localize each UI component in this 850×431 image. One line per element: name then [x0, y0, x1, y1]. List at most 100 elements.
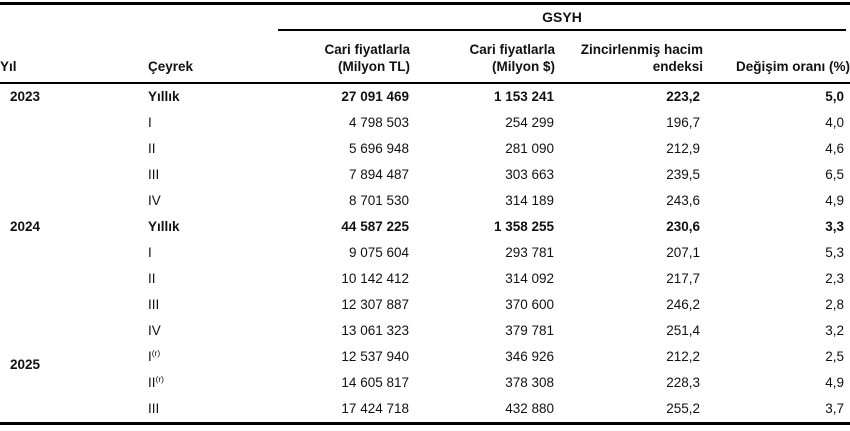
- quarter-label: III: [148, 297, 160, 313]
- quarter-cell: I(r): [148, 344, 278, 370]
- tl-value-cell: 17 424 718: [278, 396, 410, 425]
- tl-value-cell: 12 537 940: [341, 349, 409, 365]
- column-header-tl: Cari fiyatlarla (Milyon TL): [278, 31, 410, 84]
- index-value-cell: 217,7: [666, 271, 700, 287]
- revision-superscript: (r): [155, 374, 165, 385]
- group-header-cell: GSYH: [278, 4, 850, 31]
- tl-value-cell: 4 798 503: [348, 115, 409, 131]
- tl-value-cell: 10 142 412: [341, 271, 409, 287]
- tl-value-cell: 7 894 487: [348, 167, 409, 183]
- table-row: III 7 894 487 303 663 239,5 6,5: [0, 162, 850, 188]
- usd-value-cell: 379 781: [505, 323, 554, 339]
- year-cell: [0, 266, 148, 292]
- index-value-cell: 246,2: [666, 297, 700, 313]
- usd-value-cell: 378 308: [505, 375, 554, 391]
- table-row: 2024 Yıllık 44 587 225 1 358 255 230,6 3…: [0, 214, 850, 240]
- index-value-cell: 255,2: [555, 396, 703, 425]
- table-row: II 5 696 948 281 090 212,9 4,6: [0, 136, 850, 162]
- year-label: 2024: [10, 219, 41, 235]
- year-label: 2023: [10, 89, 41, 105]
- index-value-cell: 243,6: [666, 193, 700, 209]
- quarter-cell: Yıllık: [148, 214, 278, 240]
- quarter-cell: III: [148, 396, 278, 425]
- tl-value-cell: 44 587 225: [341, 219, 409, 235]
- usd-value-cell: 314 092: [505, 271, 554, 287]
- quarter-label: I: [148, 245, 152, 261]
- change-value-cell: 2,5: [825, 349, 844, 365]
- table-row: I 4 798 503 254 299 196,7 4,0: [0, 110, 850, 136]
- year-cell: [0, 136, 148, 162]
- usd-value-cell: 293 781: [505, 245, 554, 261]
- change-value-cell: 4,9: [825, 375, 844, 391]
- change-value-cell: 5,0: [825, 89, 844, 105]
- usd-value-cell: 432 880: [410, 396, 555, 425]
- quarter-cell: II: [148, 136, 278, 162]
- quarter-cell: I: [148, 240, 278, 266]
- index-value-cell: 251,4: [666, 323, 700, 339]
- index-value-cell: 223,2: [666, 89, 700, 105]
- quarter-label: I: [148, 115, 152, 131]
- quarter-label: Yıllık: [148, 219, 180, 235]
- change-value-cell: 3,7: [703, 396, 850, 425]
- index-value-cell: 196,7: [666, 115, 700, 131]
- change-value-cell: 2,8: [825, 297, 844, 313]
- column-header-usd: Cari fiyatlarla (Milyon $): [410, 31, 555, 84]
- usd-value-cell: 281 090: [505, 141, 554, 157]
- year-cell: [0, 318, 148, 344]
- change-value-cell: 4,0: [825, 115, 844, 131]
- quarter-cell: II(r): [148, 370, 278, 396]
- index-value-cell: 230,6: [666, 219, 700, 235]
- usd-value-cell: 254 299: [505, 115, 554, 131]
- usd-value-cell: 314 189: [505, 193, 554, 209]
- quarter-label: II: [148, 141, 156, 157]
- quarter-label: III: [148, 401, 160, 417]
- revision-superscript: (r): [151, 348, 161, 359]
- quarter-label: II: [148, 271, 156, 287]
- tl-value-cell: 13 061 323: [341, 323, 409, 339]
- tl-value-cell: 9 075 604: [348, 245, 409, 261]
- table-row: III 17 424 718 432 880 255,2 3,7: [0, 396, 850, 425]
- index-value-cell: 228,3: [666, 375, 700, 391]
- quarter-label: Yıllık: [148, 89, 180, 105]
- year-cell: [0, 240, 148, 266]
- group-header-row: GSYH: [0, 4, 850, 32]
- table-row: II(r) 14 605 817 378 308 228,3 4,9: [0, 370, 850, 396]
- column-header-index: Zincirlenmiş hacim endeksi: [555, 31, 703, 84]
- table-row: 2023 Yıllık 27 091 469 1 153 241 223,2 5…: [0, 83, 850, 110]
- year-cell: [0, 162, 148, 188]
- quarter-cell: I: [148, 110, 278, 136]
- year-cell: [0, 110, 148, 136]
- year-cell: [0, 188, 148, 214]
- quarter-cell: Yıllık: [148, 83, 278, 110]
- table-row: I 9 075 604 293 781 207,1 5,3: [0, 240, 850, 266]
- quarter-cell: III: [148, 162, 278, 188]
- usd-value-cell: 1 153 241: [493, 89, 554, 105]
- change-value-cell: 3,2: [825, 323, 844, 339]
- index-value-cell: 239,5: [666, 167, 700, 183]
- column-header-year: Yıl: [0, 31, 148, 84]
- table-row: II 10 142 412 314 092 217,7 2,3: [0, 266, 850, 292]
- table-row: III 12 307 887 370 600 246,2 2,8: [0, 292, 850, 318]
- year-cell: [0, 292, 148, 318]
- quarter-cell: II: [148, 266, 278, 292]
- group-header-spacer: [0, 4, 278, 32]
- index-value-cell: 212,2: [666, 349, 700, 365]
- group-header-gsyh: GSYH: [278, 9, 846, 31]
- table-row: IV 13 061 323 379 781 251,4 3,2: [0, 318, 850, 344]
- quarter-cell: IV: [148, 188, 278, 214]
- column-header-change: Değişim oranı (%): [703, 31, 850, 84]
- change-value-cell: 4,9: [825, 193, 844, 209]
- year-cell: 2025: [0, 344, 148, 371]
- quarter-cell: III: [148, 292, 278, 318]
- quarter-label: I: [148, 349, 152, 365]
- usd-value-cell: 303 663: [505, 167, 554, 183]
- change-value-cell: 2,3: [825, 271, 844, 287]
- change-value-cell: 6,5: [825, 167, 844, 183]
- year-cell: 2023: [0, 83, 148, 110]
- change-value-cell: 4,6: [825, 141, 844, 157]
- quarter-label: III: [148, 167, 160, 183]
- change-value-cell: 3,3: [825, 219, 844, 235]
- index-value-cell: 212,9: [666, 141, 700, 157]
